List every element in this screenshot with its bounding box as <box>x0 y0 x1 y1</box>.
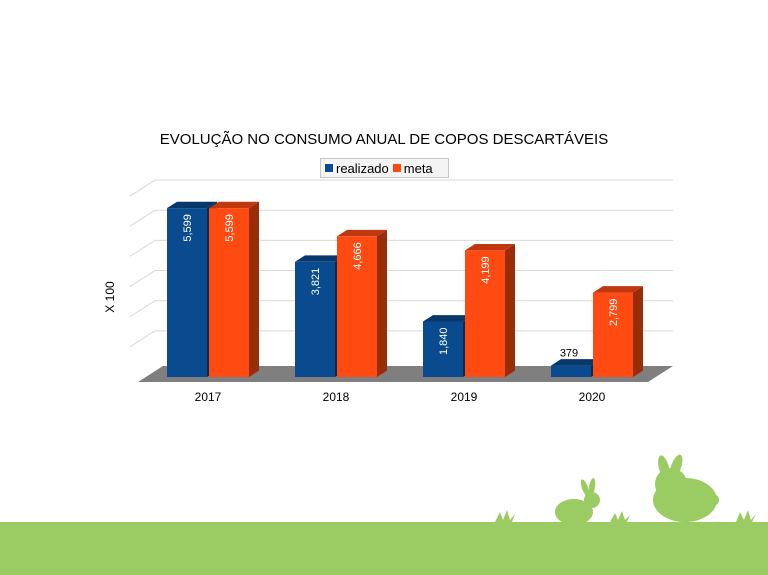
data-label: 4,199 <box>480 256 492 284</box>
bar-meta-2019 <box>465 250 505 377</box>
legend-item-meta: meta <box>392 160 433 176</box>
bar-meta-2017-top <box>209 201 259 209</box>
bar-meta-2018-top <box>337 229 387 237</box>
bar-realizado-2020-top <box>551 359 601 366</box>
chart-floor <box>138 366 673 382</box>
bunny-large-icon <box>653 454 719 522</box>
data-label: 4,666 <box>352 242 364 270</box>
bar-meta-2020 <box>593 292 633 377</box>
data-label: 379 <box>560 348 578 360</box>
bar-meta-2020-side <box>633 286 643 377</box>
bar-meta-2019-side <box>505 243 515 377</box>
bar-meta-2018 <box>337 236 377 377</box>
gridline-side <box>129 330 156 348</box>
data-label: 5,599 <box>182 214 194 242</box>
legend-swatch-realizado <box>325 164 333 172</box>
gridline-side <box>129 300 156 318</box>
legend-swatch-meta <box>392 164 401 172</box>
grass-tuft-icons <box>495 510 756 522</box>
chart-legend: realizado meta <box>320 158 449 178</box>
bar-meta-2018-side <box>377 229 387 377</box>
bar-realizado-2017-top <box>167 201 217 209</box>
legend-label-realizado: realizado <box>336 160 389 176</box>
bar-meta-2017 <box>209 208 249 377</box>
bar-realizado-2017 <box>167 208 207 377</box>
bar-realizado-2018-top <box>295 255 345 262</box>
x-tick-label: 2017 <box>195 390 222 404</box>
data-label: 3,821 <box>310 268 322 296</box>
x-tick-label: 2018 <box>323 390 350 404</box>
bar-realizado-2019-top <box>423 315 473 322</box>
legend-label-meta: meta <box>403 160 433 176</box>
bar-realizado-2018 <box>295 261 335 377</box>
bar-realizado-2019 <box>423 321 463 377</box>
gridline-side <box>129 239 156 257</box>
bunny-small-icon <box>555 478 600 525</box>
bar-meta-2019-top <box>465 243 515 251</box>
gridline-side <box>129 179 156 197</box>
data-label: 1,840 <box>438 328 450 356</box>
bar-meta-2020-top <box>593 286 643 293</box>
gridline-side <box>129 270 156 287</box>
bar-meta-2017-side <box>249 201 259 377</box>
bar-realizado-2020 <box>551 365 591 377</box>
data-label: 5,599 <box>224 214 236 242</box>
gridline-side <box>129 209 156 227</box>
x-tick-label: 2019 <box>451 390 478 404</box>
data-label: 2,799 <box>608 299 620 327</box>
chart-title: EVOLUÇÃO NO CONSUMO ANUAL DE COPOS DESCA… <box>159 131 609 148</box>
legend-item-realizado: realizado <box>325 161 389 176</box>
x-tick-label: 2020 <box>579 390 606 404</box>
grass-ground <box>0 522 768 575</box>
